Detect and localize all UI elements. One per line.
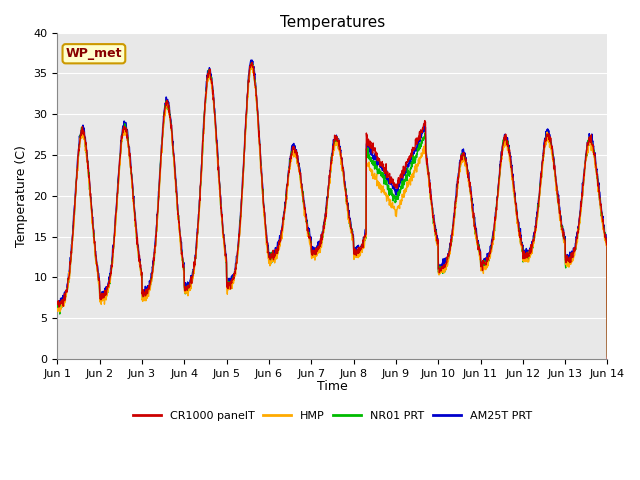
Y-axis label: Temperature (C): Temperature (C) [15,145,28,247]
Legend: CR1000 panelT, HMP, NR01 PRT, AM25T PRT: CR1000 panelT, HMP, NR01 PRT, AM25T PRT [129,407,536,426]
Text: WP_met: WP_met [66,47,122,60]
X-axis label: Time: Time [317,380,348,393]
Title: Temperatures: Temperatures [280,15,385,30]
